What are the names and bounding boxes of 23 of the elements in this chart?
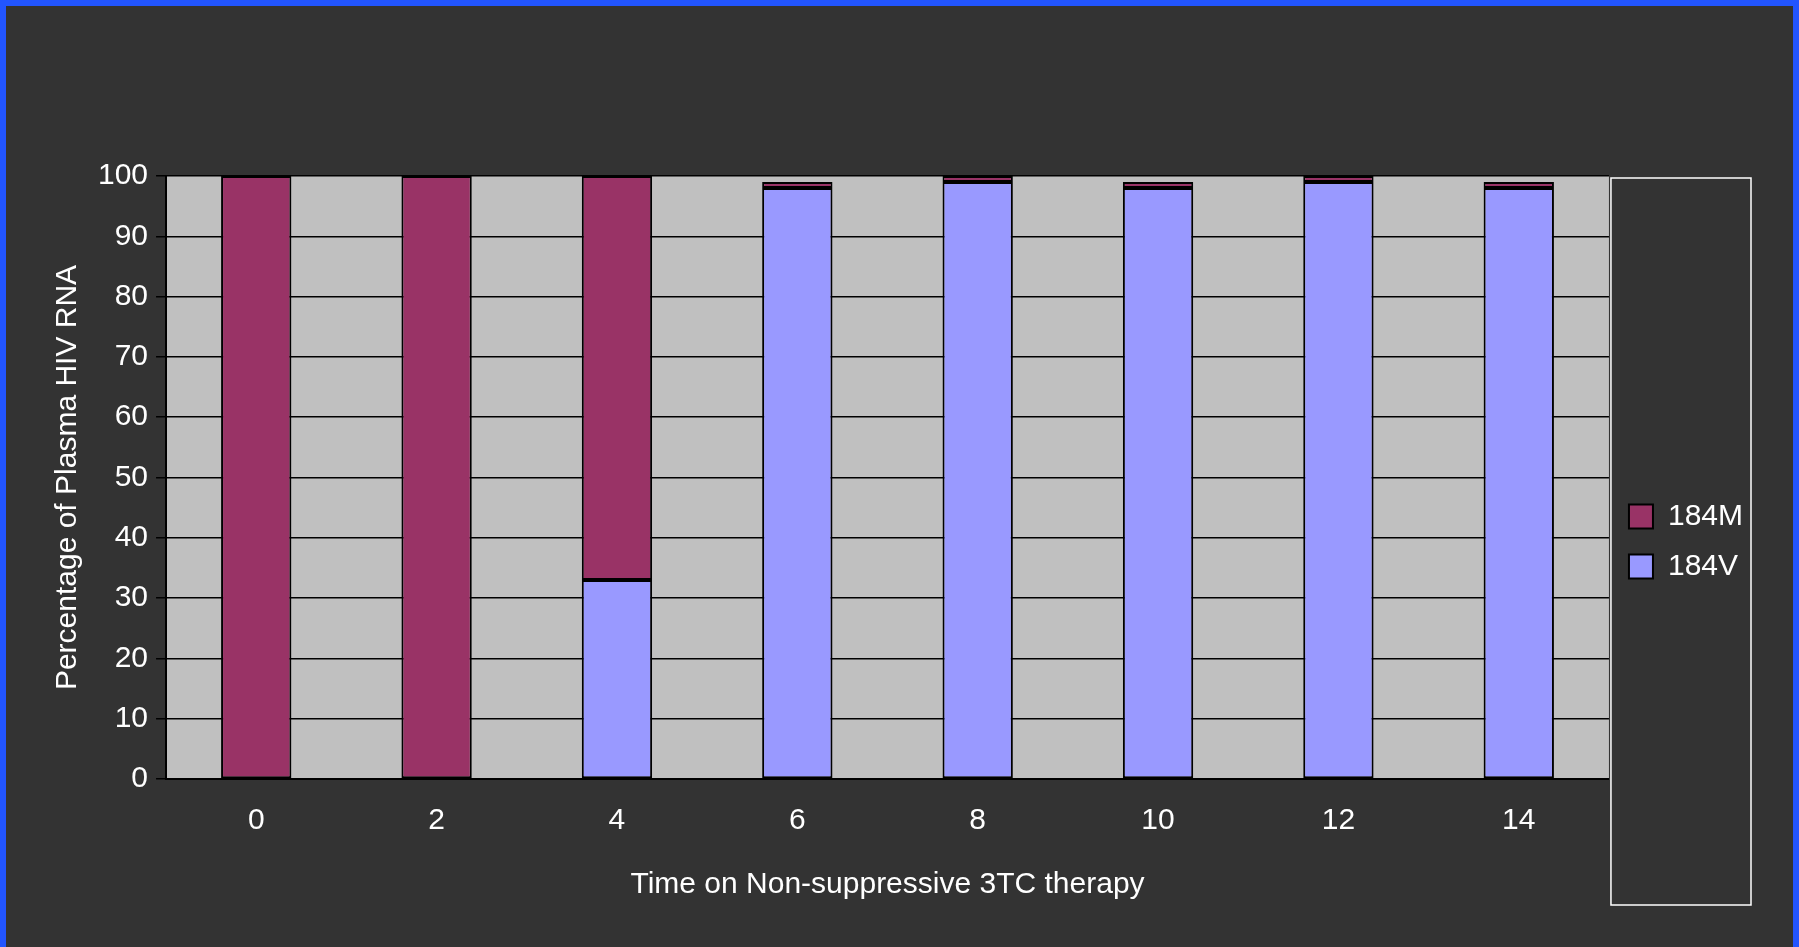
x-tick-label: 8 xyxy=(969,802,987,836)
y-tick-label: 90 xyxy=(114,217,149,251)
y-tick-label: 70 xyxy=(114,338,149,372)
legend-label: 184M xyxy=(1667,497,1743,531)
x-tick-label: 10 xyxy=(1141,802,1175,836)
y-tick-label: 60 xyxy=(114,398,149,432)
y-tick-label: 30 xyxy=(114,579,149,613)
x-axis-title: Time on Non-suppressive 3TC therapy xyxy=(630,866,1145,900)
legend-label: 184V xyxy=(1667,547,1739,581)
y-tick-label: 10 xyxy=(114,699,149,733)
y-tick-label: 100 xyxy=(97,157,149,191)
y-tick-label: 0 xyxy=(131,760,149,794)
x-tick-label: 12 xyxy=(1321,802,1356,836)
y-tick-label: 80 xyxy=(114,277,149,311)
x-tick-label: 6 xyxy=(788,802,806,836)
y-tick-label: 40 xyxy=(114,519,149,553)
x-tick-label: 4 xyxy=(608,802,626,836)
x-tick-label: 14 xyxy=(1502,802,1536,836)
y-tick-label: 50 xyxy=(114,458,149,492)
y-tick-label: 20 xyxy=(114,639,149,673)
x-tick-label: 0 xyxy=(247,802,265,836)
x-tick-label: 2 xyxy=(428,802,445,836)
y-axis-title: Percentage of Plasma HIV RNA xyxy=(49,264,83,691)
